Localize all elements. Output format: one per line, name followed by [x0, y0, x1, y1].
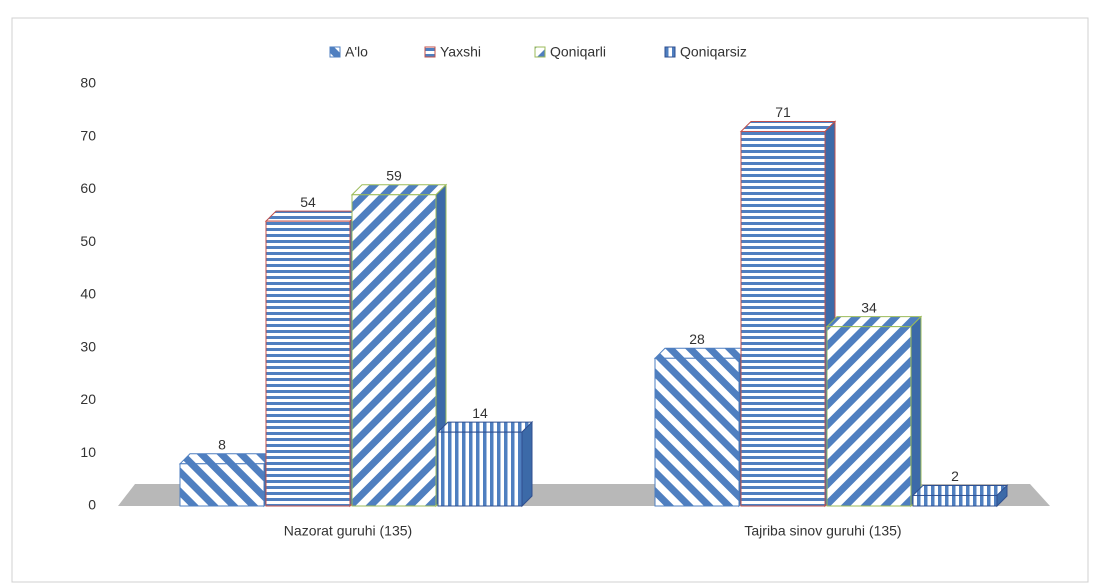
bar: [826, 326, 912, 507]
bar: [654, 357, 740, 507]
y-tick-label: 60: [80, 180, 96, 196]
data-label: 2: [951, 468, 959, 484]
bar: [179, 463, 265, 507]
bar-top: [350, 184, 448, 196]
x-tick-label: Nazorat guruhi (135): [284, 523, 412, 539]
bar: [437, 431, 523, 507]
bar-side: [521, 420, 533, 508]
legend-swatch: [329, 46, 341, 58]
y-tick-label: 40: [80, 286, 96, 302]
bar-top: [178, 453, 276, 465]
data-label: 28: [689, 331, 705, 347]
legend-swatch: [534, 46, 546, 58]
bar: [740, 130, 826, 507]
legend-label: Yaxshi: [440, 44, 481, 60]
bar-top: [825, 316, 923, 328]
data-label: 54: [300, 194, 316, 210]
data-label: 59: [386, 167, 402, 183]
data-label: 34: [861, 299, 877, 315]
legend-swatch: [424, 46, 436, 58]
x-tick-label: Tajriba sinov guruhi (135): [744, 523, 901, 539]
bar-top: [653, 347, 751, 359]
legend-label: A'lo: [345, 44, 368, 60]
y-tick-label: 20: [80, 391, 96, 407]
bar-top: [911, 484, 1009, 496]
y-tick-label: 0: [88, 497, 96, 513]
bar: [265, 220, 351, 507]
y-tick-label: 10: [80, 444, 96, 460]
y-tick-label: 80: [80, 75, 96, 91]
legend-label: Qoniqarli: [550, 44, 606, 60]
bar-top: [739, 120, 837, 132]
y-tick-label: 70: [80, 127, 96, 143]
legend-swatch: [664, 46, 676, 58]
data-label: 14: [472, 405, 488, 421]
bar-top: [436, 421, 534, 433]
bar-top: [264, 210, 362, 222]
data-label: 71: [775, 104, 791, 120]
bar: [351, 194, 437, 507]
legend-label: Qoniqarsiz: [680, 44, 747, 60]
bar: [912, 494, 998, 507]
y-tick-label: 50: [80, 233, 96, 249]
data-label: 8: [218, 437, 226, 453]
bar-side: [910, 315, 922, 508]
y-tick-label: 30: [80, 338, 96, 354]
